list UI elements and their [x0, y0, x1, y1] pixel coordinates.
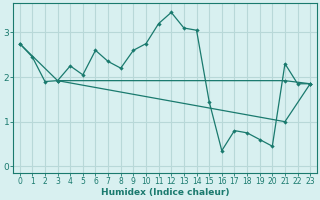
X-axis label: Humidex (Indice chaleur): Humidex (Indice chaleur)	[101, 188, 229, 197]
